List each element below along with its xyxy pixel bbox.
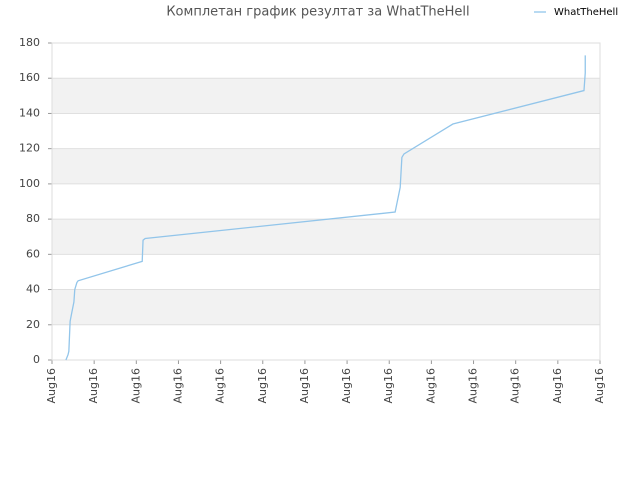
y-tick-label: 140 xyxy=(19,106,40,119)
x-tick-label: Aug16 xyxy=(171,368,184,403)
plot-frame xyxy=(51,42,601,361)
y-tick-label: 60 xyxy=(26,247,40,260)
y-tick-label: 40 xyxy=(26,283,40,296)
data-line xyxy=(65,55,586,361)
x-tick-label: Aug16 xyxy=(593,368,606,403)
x-tick-label: Aug16 xyxy=(424,368,437,403)
legend-label: WhatTheHell xyxy=(554,7,618,18)
x-tick-label: Aug16 xyxy=(214,368,227,403)
grid-band xyxy=(52,289,600,325)
grid-band xyxy=(52,219,600,255)
x-tick-label: Aug16 xyxy=(256,368,269,403)
y-tick-label: 0 xyxy=(33,353,40,366)
x-tick-label: Aug16 xyxy=(45,368,58,403)
x-tick-label: Aug16 xyxy=(298,368,311,403)
y-tick-label: 80 xyxy=(26,212,40,225)
x-tick-label: Aug16 xyxy=(129,368,142,403)
x-tick-label: Aug16 xyxy=(509,368,522,403)
y-tick-label: 20 xyxy=(26,318,40,331)
grid-band xyxy=(52,78,600,114)
y-tick-label: 120 xyxy=(19,142,40,155)
chart-title: Комплетан график резултат за WhatTheHell xyxy=(166,5,469,20)
y-tick-label: 160 xyxy=(19,71,40,84)
y-tick-label: 180 xyxy=(19,36,40,49)
x-tick-label: Aug16 xyxy=(340,368,353,403)
x-tick-label: Aug16 xyxy=(551,368,564,403)
x-tick-label: Aug16 xyxy=(467,368,480,403)
x-tick-label: Aug16 xyxy=(382,368,395,403)
grid-band xyxy=(52,148,600,184)
y-tick-label: 100 xyxy=(19,177,40,190)
x-tick-label: Aug16 xyxy=(87,368,100,403)
